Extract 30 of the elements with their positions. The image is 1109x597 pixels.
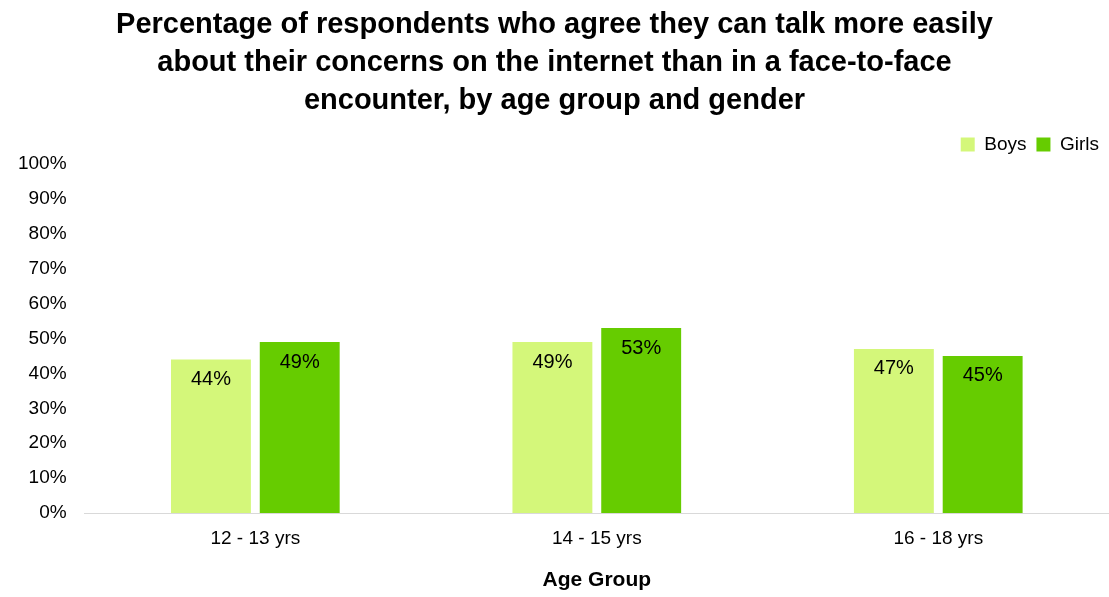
data-label: 53% <box>621 335 662 358</box>
chart-title: Percentage of respondents who agree they can talk more easily about their concerns on the internet than in a face-to-face encounter, by age group and gender <box>115 6 994 117</box>
bar <box>512 341 593 513</box>
data-label: 47% <box>873 356 915 379</box>
legend-label: Girls <box>1059 132 1100 154</box>
bar <box>601 328 682 513</box>
y-tick-label: 20% <box>28 431 67 453</box>
x-axis-title: Age Group <box>542 567 652 591</box>
bar <box>853 348 934 513</box>
bar <box>170 359 251 513</box>
y-tick-label: 80% <box>28 222 67 244</box>
x-tick-label: 16 - 18 yrs <box>893 526 984 548</box>
data-label: 49% <box>279 349 320 372</box>
bar <box>942 355 1023 513</box>
data-label: 45% <box>962 363 1003 386</box>
y-tick-label: 100% <box>17 152 67 174</box>
x-tick-label: 12 - 13 yrs <box>210 526 301 548</box>
y-tick-label: 40% <box>28 361 67 383</box>
legend-label: Boys <box>984 132 1027 154</box>
y-tick-label: 30% <box>28 396 67 418</box>
y-tick-label: 10% <box>28 466 67 488</box>
data-label: 49% <box>532 349 573 372</box>
data-label: 44% <box>190 366 232 389</box>
y-tick-label: 90% <box>28 187 67 209</box>
y-tick-label: 50% <box>28 326 67 348</box>
y-tick-label: 60% <box>28 291 67 313</box>
y-tick-label: 70% <box>28 256 67 278</box>
y-tick-label: 0% <box>39 501 67 523</box>
x-tick-label: 14 - 15 yrs <box>551 526 642 548</box>
bar <box>259 341 340 513</box>
